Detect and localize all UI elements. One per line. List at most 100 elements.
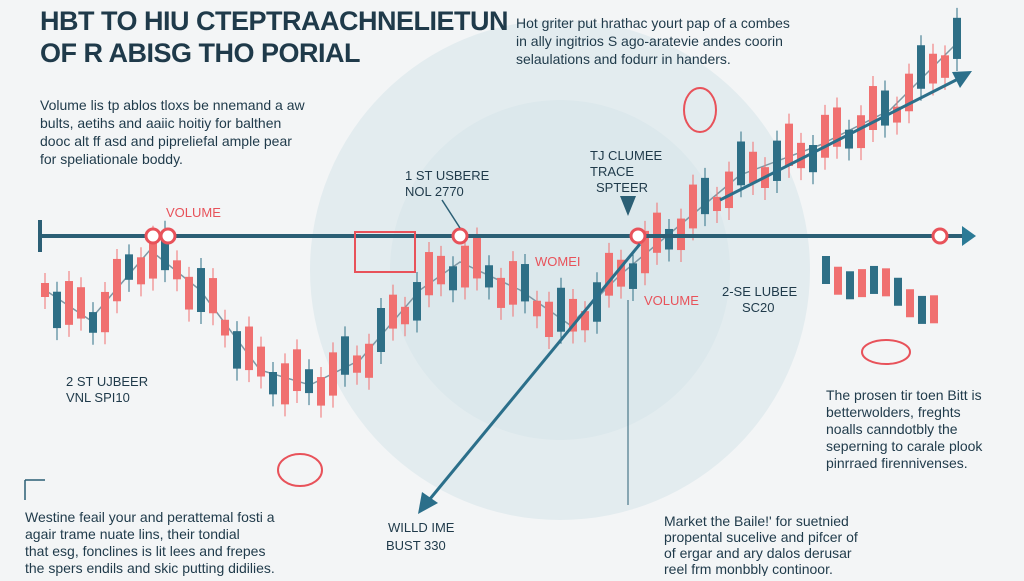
candle-body xyxy=(725,171,733,209)
candle-body xyxy=(233,331,241,369)
candle-body xyxy=(905,73,913,112)
text-line: pinrraed firennivenses. xyxy=(826,455,968,471)
candle-body xyxy=(317,377,325,406)
candle-body xyxy=(834,266,842,295)
candle-body xyxy=(617,259,625,287)
down-arrow xyxy=(423,243,642,506)
candle-body xyxy=(918,295,926,324)
label: BUST 330 xyxy=(386,538,446,553)
candle-body xyxy=(473,237,481,279)
candle-body xyxy=(305,369,313,394)
label: WILLD IME xyxy=(388,520,455,535)
candle-body xyxy=(209,278,217,314)
candle-body xyxy=(101,291,109,333)
icon xyxy=(354,231,416,273)
candle-body xyxy=(329,352,337,396)
candle-body xyxy=(365,343,373,378)
candle-body xyxy=(929,53,937,84)
candle-body xyxy=(245,326,253,371)
candle-body xyxy=(593,282,601,322)
text-line: selaulations and fodurr in handers. xyxy=(516,51,731,67)
candle-body xyxy=(906,289,914,318)
candle-body xyxy=(581,311,589,331)
candle-body xyxy=(137,257,145,285)
candle-body xyxy=(953,17,961,59)
candle-body xyxy=(869,86,877,131)
text-line: bults, aetihs and aaiic hoitiy for balth… xyxy=(40,115,281,131)
candles xyxy=(41,7,961,418)
candle-body xyxy=(533,300,541,317)
text-line: in ally ingitrios S ago-aratevie andes c… xyxy=(516,33,783,49)
candle-body xyxy=(881,90,889,126)
candle-body xyxy=(641,230,649,274)
candle-body xyxy=(41,283,49,297)
candle-body xyxy=(797,142,805,169)
candle-body xyxy=(930,295,938,324)
candle-body xyxy=(437,255,445,285)
candle-body xyxy=(893,106,901,123)
label: SPTEER xyxy=(596,180,648,195)
backdrop-inner xyxy=(390,100,730,440)
candle-body xyxy=(882,268,890,297)
candle-body xyxy=(281,363,289,405)
up-arrow xyxy=(719,76,961,202)
candle-body xyxy=(713,196,721,212)
label: 1 ST USBERE xyxy=(405,168,490,183)
candle-body xyxy=(822,256,830,284)
candle-body xyxy=(821,114,829,158)
text-line: The prosen tir toen Bitt is xyxy=(826,387,982,403)
candle-body xyxy=(773,140,781,181)
title: HBT TO HIU CTEPTRAACHNELIETUN xyxy=(40,6,508,36)
label: TJ CLUMEE xyxy=(590,148,663,163)
text-line: betterwolders, freghts xyxy=(826,404,961,420)
candle-body xyxy=(809,145,817,173)
label: VOLUME xyxy=(166,205,221,220)
label: 2-SE LUBEE xyxy=(722,284,797,299)
candle-body xyxy=(653,212,661,253)
label: VNL SPI10 xyxy=(66,390,130,405)
text-line: Volume lis tp ablos tloxs be nnemand a a… xyxy=(40,97,305,113)
candle-body xyxy=(497,277,505,308)
candle-body xyxy=(858,269,866,298)
candle-body xyxy=(917,45,925,89)
marker xyxy=(629,227,647,245)
arrow-head xyxy=(962,226,976,246)
markers xyxy=(144,227,949,245)
text-line: propental sucelive and pifcer of xyxy=(664,529,858,545)
icon xyxy=(861,339,911,365)
text-line: Market the Baile!' for suetnied xyxy=(664,513,849,529)
candle-body xyxy=(521,264,529,302)
label: NOL 2770 xyxy=(405,184,464,199)
candle-body xyxy=(833,107,841,147)
text-line: for speliationale boddy. xyxy=(40,151,183,167)
candle-body xyxy=(689,184,697,229)
candle-body xyxy=(401,306,409,325)
candle-body xyxy=(665,228,673,250)
candle-body xyxy=(413,282,421,321)
marker xyxy=(159,227,177,245)
text-line: that esg, fonclines is lit lees and frep… xyxy=(25,543,265,559)
candle-body xyxy=(485,265,493,288)
label: VOLUME xyxy=(644,293,699,308)
candle-body xyxy=(53,291,61,329)
text-line: Hot griter put hrathac yourt pap of a co… xyxy=(516,15,790,31)
pointer xyxy=(620,196,636,216)
candle-body xyxy=(894,277,902,306)
candle-body xyxy=(353,355,361,373)
candle-body xyxy=(846,271,854,300)
candle-body xyxy=(125,254,133,280)
marker xyxy=(451,227,469,245)
candle-body xyxy=(857,115,865,149)
candle-body xyxy=(701,177,709,215)
candle-body xyxy=(185,276,193,310)
label: 2 ST UJBEER xyxy=(66,374,148,389)
candle-body xyxy=(161,230,169,271)
candle-body xyxy=(557,287,565,332)
candle-body xyxy=(941,55,949,78)
leader xyxy=(441,199,461,229)
text-line: of ergar and ary dalos derusar xyxy=(664,545,852,561)
marker xyxy=(931,227,949,245)
text-line: reel frm monbbly continoor. xyxy=(664,561,833,576)
